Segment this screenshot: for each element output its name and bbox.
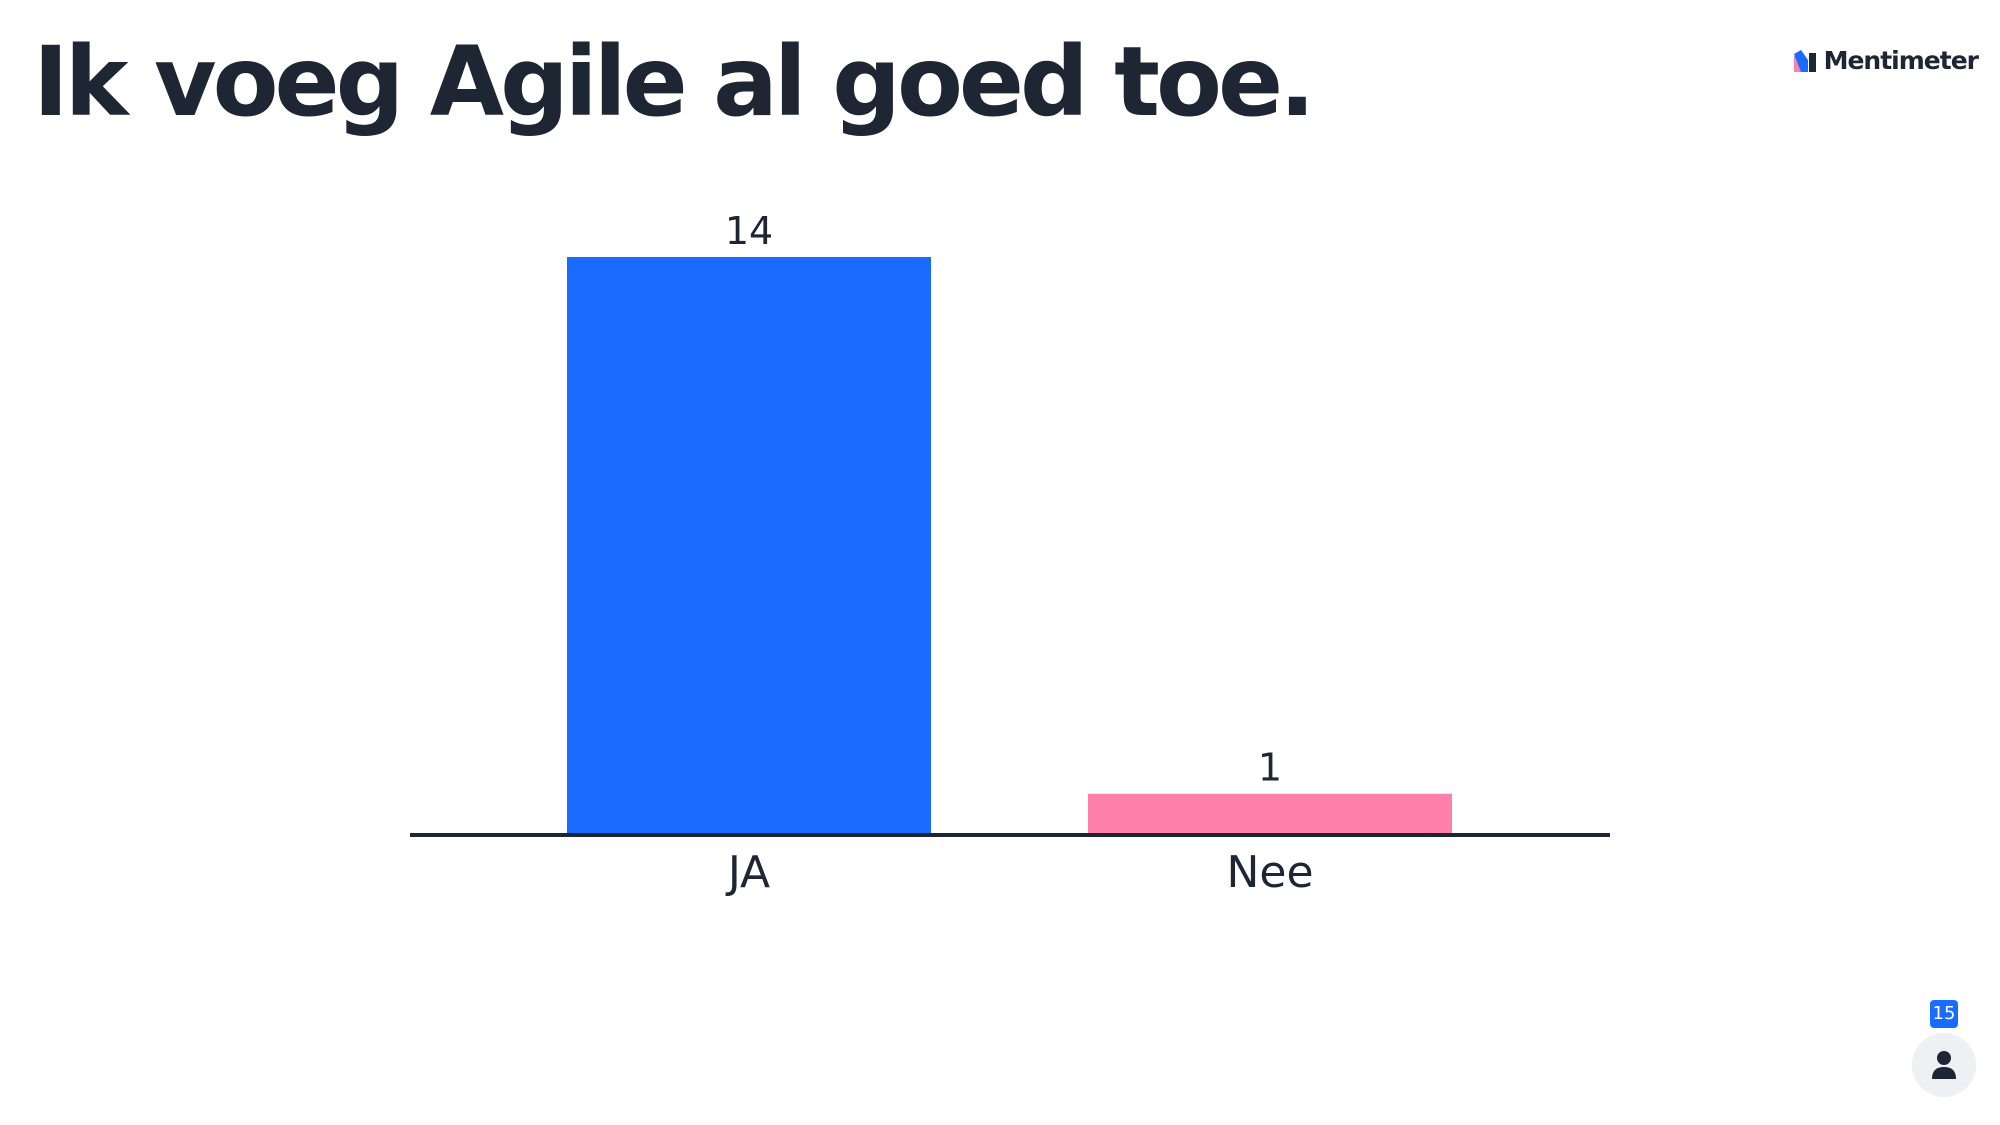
value-label-nee: 1: [1258, 746, 1282, 790]
participant-avatar[interactable]: [1912, 1033, 1976, 1097]
brand-name: Mentimeter: [1823, 46, 1979, 75]
category-label-ja: JA: [725, 847, 770, 898]
bar-ja: [567, 257, 931, 835]
mentimeter-logo-icon: [1793, 49, 1816, 72]
person-icon: [1932, 1051, 1956, 1079]
slide-title: Ik voeg Agile al goed toe.: [33, 26, 1316, 138]
category-label-nee: Nee: [1226, 847, 1313, 898]
participant-count-badge: 15: [1930, 1000, 1958, 1028]
value-label-ja: 14: [725, 209, 773, 253]
bar-nee: [1088, 793, 1452, 835]
participant-counter[interactable]: 15: [1912, 1000, 1976, 1097]
brand-logo: Mentimeter: [1793, 46, 1979, 75]
